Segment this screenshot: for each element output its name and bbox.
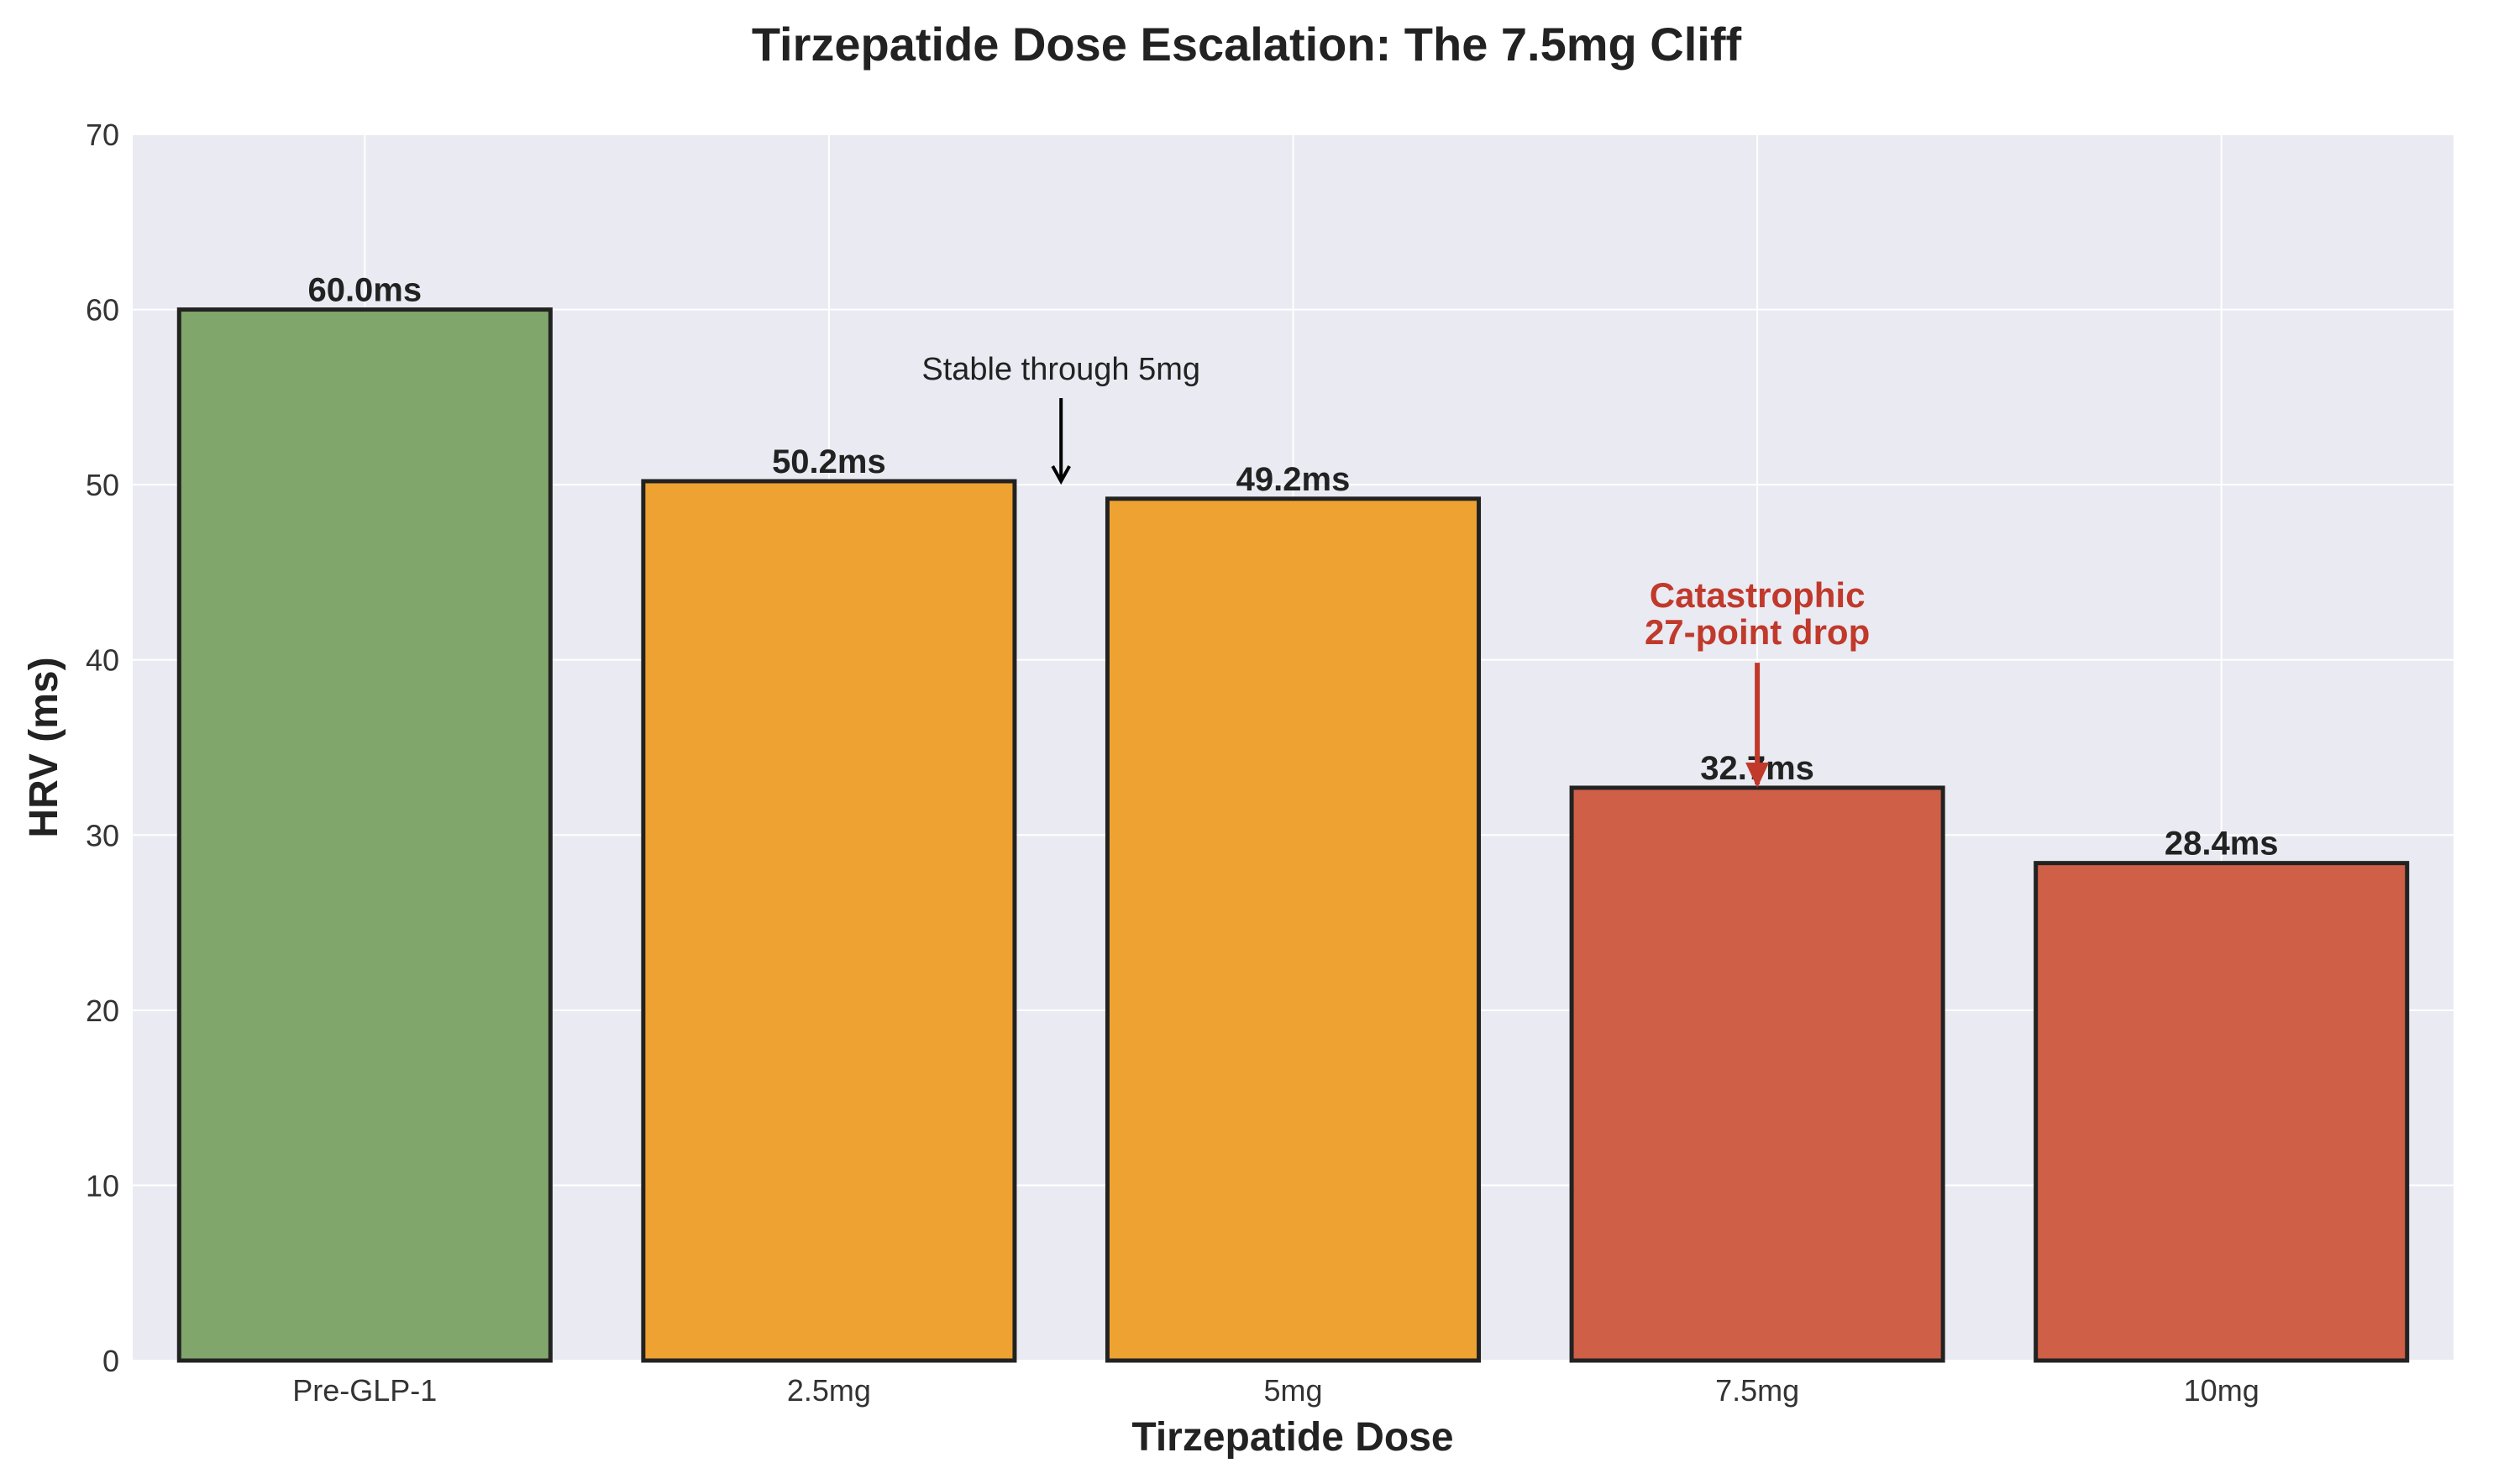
bar — [641, 479, 1017, 1363]
annotation-arrowhead — [1745, 762, 1770, 788]
bar — [2034, 861, 2410, 1363]
x-tick-label: 10mg — [2184, 1373, 2259, 1408]
bar — [1105, 496, 1482, 1363]
data-label: 49.2ms — [1236, 461, 1351, 498]
data-label: 50.2ms — [772, 443, 886, 480]
bar — [1569, 785, 1945, 1363]
bars — [176, 307, 2410, 1363]
data-label: 60.0ms — [307, 272, 422, 309]
annotation-text: Stable through 5mg — [921, 352, 1200, 387]
y-tick-label: 40 — [86, 643, 119, 678]
y-tick-label: 50 — [86, 468, 119, 502]
annotation-text: Catastrophic — [1650, 575, 1866, 615]
data-label: 28.4ms — [2165, 826, 2279, 863]
y-tick-label: 0 — [102, 1344, 119, 1378]
bar — [176, 307, 553, 1363]
y-tick-label: 60 — [86, 293, 119, 328]
x-tick-label: 7.5mg — [1715, 1373, 1799, 1408]
y-tick-label: 70 — [86, 118, 119, 152]
chart-title: Tirzepatide Dose Escalation: The 7.5mg C… — [752, 18, 1742, 71]
x-tick-label: Pre-GLP-1 — [292, 1373, 437, 1408]
annotation-stable: Stable through 5mg — [921, 352, 1200, 485]
x-tick-label: 2.5mg — [787, 1373, 871, 1408]
ticks: 0 10 20 30 40 50 60 70 Pre-GLP-1 2.5mg 5mg 7.5mg 10m… — [86, 118, 2259, 1408]
y-axis-label: HRV (ms) — [22, 657, 66, 837]
y-tick-label: 30 — [86, 818, 119, 852]
annotation-arrowhead — [1051, 464, 1071, 485]
x-tick-label: 5mg — [1263, 1373, 1322, 1408]
y-tick-label: 20 — [86, 994, 119, 1028]
x-axis-label: Tirzepatide Dose — [1131, 1415, 1453, 1460]
y-tick-label: 10 — [86, 1168, 119, 1203]
annotation-text: 27-point drop — [1645, 612, 1870, 652]
